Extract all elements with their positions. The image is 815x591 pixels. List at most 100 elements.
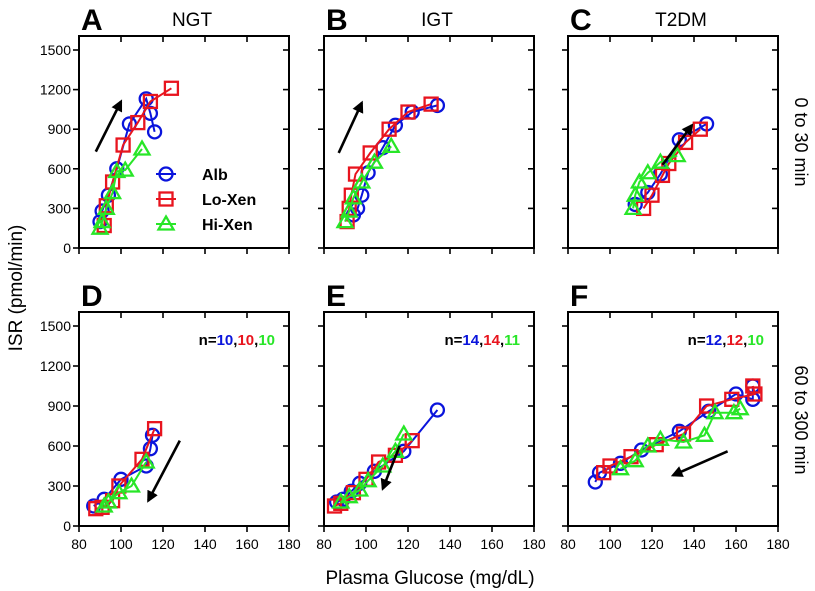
series-hi-xen <box>611 398 750 476</box>
x-tick-label: 120 <box>396 536 420 552</box>
plot-frame <box>323 35 535 249</box>
x-tick-label: 140 <box>438 536 462 552</box>
data-point <box>394 424 414 441</box>
series-hi-xen <box>94 452 156 513</box>
data-point <box>146 421 163 437</box>
data-point <box>362 145 378 161</box>
sample-size-part: 11 <box>504 332 520 349</box>
sample-size-part: 10 <box>217 332 234 349</box>
legend: Alb Lo-Xen Hi-Xen <box>156 166 256 234</box>
sample-size-part: 14 <box>462 332 479 349</box>
x-tick-label: 100 <box>598 536 622 552</box>
x-tick-label: 180 <box>766 536 790 552</box>
data-point <box>429 402 446 418</box>
panel-letter: E <box>326 280 346 313</box>
data-point <box>373 456 393 473</box>
x-tick-label: 140 <box>193 536 217 552</box>
series-line <box>620 407 741 470</box>
data-point <box>94 496 114 513</box>
sample-size-part: 10 <box>258 332 275 349</box>
sample-size-label: n=10,10,10 <box>199 332 275 349</box>
y-tick-label: 1500 <box>40 318 71 334</box>
sample-size-part: , <box>254 332 258 349</box>
data-point <box>331 492 351 509</box>
x-tick-label: 140 <box>682 536 706 552</box>
x-tick-label: 160 <box>235 536 259 552</box>
y-tick-label: 300 <box>48 200 72 216</box>
legend-marker-circle <box>158 166 174 182</box>
data-point <box>358 470 378 488</box>
sample-size-part: 12 <box>726 332 743 349</box>
row-label-top: 0 to 30 min <box>791 97 811 186</box>
data-point <box>96 198 116 216</box>
plot-frame <box>323 311 535 527</box>
direction-arrow <box>94 99 123 153</box>
data-point <box>94 203 110 219</box>
series-hi-xen <box>335 136 401 229</box>
data-point <box>692 121 708 137</box>
x-tick-label: 160 <box>480 536 504 552</box>
legend-label: Hi-Xen <box>202 217 253 234</box>
data-point <box>650 429 670 446</box>
x-tick-label: 80 <box>316 536 332 552</box>
data-point <box>163 80 180 96</box>
data-point <box>333 495 349 511</box>
data-point <box>350 480 370 497</box>
data-point <box>142 93 159 110</box>
data-point <box>423 96 439 112</box>
sample-size-part: , <box>233 332 237 349</box>
data-point <box>625 450 645 468</box>
data-point <box>625 185 645 202</box>
data-point <box>674 432 693 449</box>
sample-size-label: n=14,14,11 <box>444 332 520 349</box>
series-line <box>340 433 405 503</box>
data-point <box>698 398 715 414</box>
data-point <box>335 211 355 229</box>
data-point <box>629 172 649 189</box>
data-point <box>130 114 146 131</box>
plot-frame <box>567 35 779 249</box>
data-point <box>611 458 630 476</box>
series-lo-xen <box>635 121 708 217</box>
data-point <box>730 398 750 416</box>
direction-arrow <box>661 123 694 166</box>
data-point <box>339 201 359 218</box>
y-tick-label: 0 <box>63 518 71 534</box>
sample-size-part: 10 <box>237 332 254 349</box>
sample-size-part: , <box>743 332 747 349</box>
plot-frame <box>567 311 779 527</box>
data-point <box>381 136 401 154</box>
sample-size-part: n= <box>199 332 217 349</box>
x-tick-label: 100 <box>354 536 378 552</box>
x-tick-label: 120 <box>151 536 175 552</box>
data-point <box>638 162 658 180</box>
panel-letter: C <box>570 4 592 37</box>
sample-size-part: 10 <box>747 332 764 349</box>
panel-letter: D <box>81 280 103 313</box>
direction-arrow <box>147 440 181 503</box>
row-label-bottom: 60 to 300 min <box>791 365 811 474</box>
data-point <box>98 492 118 509</box>
data-point <box>138 91 154 107</box>
series-lo-xen <box>88 421 163 517</box>
data-point <box>667 145 687 163</box>
series-lo-xen <box>96 80 180 234</box>
data-point <box>400 104 416 120</box>
data-point <box>644 187 660 203</box>
x-axis-label: Plasma Glucose (mg/dL) <box>325 568 534 589</box>
data-point <box>103 182 123 200</box>
data-point <box>122 476 141 493</box>
y-axis-label: ISR (pmol/min) <box>6 225 27 352</box>
x-tick-label: 80 <box>71 536 87 552</box>
legend-label: Alb <box>202 167 228 184</box>
data-point <box>381 121 397 137</box>
sample-size-label: n=12,12,10 <box>688 332 764 349</box>
legend-marker-triangle <box>156 214 176 231</box>
panel-title: NGT <box>172 10 213 31</box>
data-point <box>623 198 643 216</box>
sample-size-part: n= <box>444 332 462 349</box>
panel-letter: A <box>81 4 103 37</box>
data-point <box>352 172 372 189</box>
